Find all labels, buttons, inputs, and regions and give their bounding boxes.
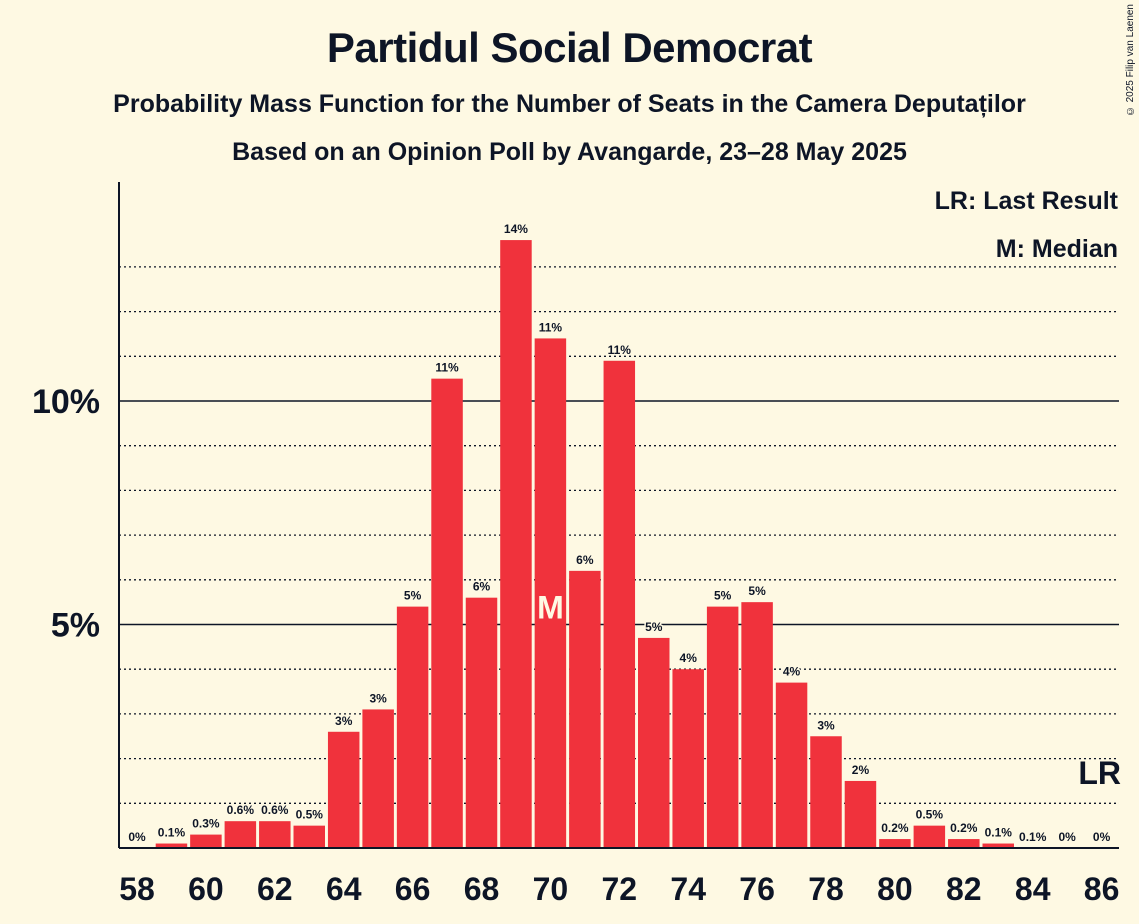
bar-seat-62 (259, 821, 291, 848)
data-label-seat-61: 0.6% (227, 803, 255, 817)
data-label-seat-74: 4% (680, 651, 698, 665)
data-label-seat-81: 0.5% (916, 808, 944, 822)
x-tick-label: 80 (877, 871, 913, 907)
data-label-seat-64: 3% (335, 714, 353, 728)
data-label-seat-84: 0.1% (1019, 830, 1047, 844)
data-label-seat-67: 11% (435, 361, 459, 375)
data-label-seat-70: 11% (539, 320, 563, 334)
bar-seat-69 (500, 240, 532, 848)
data-label-seat-69: 14% (504, 222, 528, 236)
x-tick-label: 78 (808, 871, 844, 907)
y-tick-label: 5% (51, 607, 100, 645)
legend-last-result: LR: Last Result (935, 187, 1119, 215)
bar-seat-74 (672, 669, 704, 848)
data-label-seat-58: 0% (128, 830, 146, 844)
y-tick-label: 10% (32, 383, 100, 421)
x-tick-label: 72 (602, 871, 638, 907)
data-label-seat-63: 0.5% (296, 808, 324, 822)
data-label-seat-65: 3% (369, 691, 387, 705)
bar-seat-70 (534, 338, 567, 848)
legend: LR: Last Result M: Median (935, 187, 1119, 263)
bar-seat-64 (327, 731, 360, 848)
bar-seat-83 (982, 843, 1014, 848)
x-tick-label: 70 (533, 871, 569, 907)
x-tick-label: 62 (257, 871, 293, 907)
bar-seat-60 (190, 834, 222, 848)
data-label-seat-71: 6% (576, 553, 594, 567)
x-tick-label: 84 (1015, 871, 1051, 907)
legend-median: M: Median (996, 235, 1118, 263)
chart-subtitle: Probability Mass Function for the Number… (113, 90, 1026, 118)
data-label-seat-85: 0% (1058, 830, 1076, 844)
bar-seat-79 (844, 780, 877, 848)
bar-seat-61 (224, 821, 257, 848)
data-label-seat-79: 2% (852, 763, 870, 777)
bar-seat-78 (810, 736, 842, 848)
data-label-seat-59: 0.1% (158, 826, 186, 840)
data-label-seat-80: 0.2% (881, 821, 909, 835)
bar-seat-73 (638, 637, 670, 848)
data-label-seat-66: 5% (404, 589, 422, 603)
x-tick-label: 60 (188, 871, 224, 907)
data-label-seat-75: 5% (714, 589, 732, 603)
bar-seat-65 (362, 709, 394, 848)
bar-seat-66 (396, 606, 429, 848)
x-tick-label: 68 (464, 871, 500, 907)
data-label-seat-76: 5% (748, 584, 766, 598)
bar-seat-71 (569, 570, 601, 848)
bar-seat-68 (465, 597, 498, 848)
bar-seat-72 (603, 360, 636, 848)
chart-title: Partidul Social Democrat (326, 24, 813, 71)
data-label-seat-73: 5% (645, 620, 663, 634)
data-label-seat-78: 3% (817, 718, 835, 732)
data-label-seat-68: 6% (473, 580, 491, 594)
bar-seat-63 (293, 825, 325, 848)
data-label-seat-86: 0% (1093, 830, 1111, 844)
bar-seat-77 (775, 682, 808, 848)
data-labels: 0% 0.1% 0.3% 0.6% 0.6% 0.5% 3% 3% 5% 11% 6% 14% 11% 6… (127, 221, 1121, 846)
bar-seat-80 (879, 839, 911, 848)
data-label-seat-82: 0.2% (950, 821, 978, 835)
bar-seat-82 (948, 839, 980, 848)
axes: 5% 10% 58 60 62 64 66 68 70 72 74 76 78 80 82 84 86 (32, 182, 1119, 907)
x-tick-label: 82 (946, 871, 982, 907)
chart-source-note: Based on an Opinion Poll by Avangarde, 2… (232, 138, 907, 166)
data-label-seat-83: 0.1% (985, 826, 1013, 840)
x-tick-label: 74 (670, 871, 706, 907)
x-tick-label: 86 (1084, 871, 1120, 907)
x-tick-label: 66 (395, 871, 431, 907)
bars (155, 240, 1014, 848)
data-label-seat-77: 4% (783, 665, 801, 679)
bar-seat-59 (155, 843, 188, 848)
x-tick-label: 76 (739, 871, 775, 907)
data-label-seat-62: 0.6% (261, 803, 289, 817)
x-tick-label: 64 (326, 871, 362, 907)
bar-seat-67 (431, 378, 463, 848)
x-tick-label: 58 (119, 871, 155, 907)
bar-seat-76 (741, 602, 773, 848)
bar-seat-81 (913, 825, 946, 848)
last-result-marker: LR (1078, 755, 1121, 791)
data-label-seat-60: 0.3% (192, 817, 220, 831)
bar-seat-75 (706, 606, 739, 848)
median-marker: M (537, 589, 564, 625)
data-label-seat-72: 11% (608, 343, 632, 357)
